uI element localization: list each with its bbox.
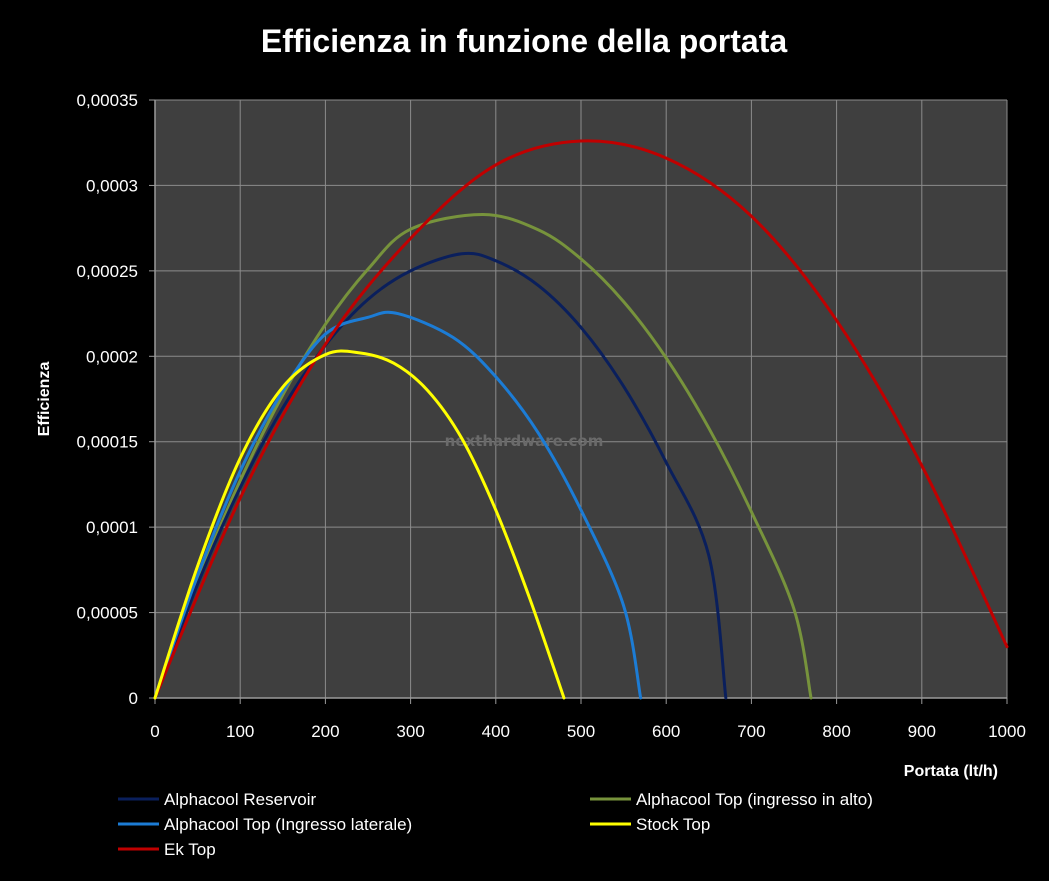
y-tick-label: 0,0003 xyxy=(86,176,138,195)
x-tick-label: 1000 xyxy=(988,722,1026,741)
x-tick-label: 700 xyxy=(737,722,765,741)
y-tick-label: 0,00035 xyxy=(77,91,138,110)
chart-title: Efficienza in funzione della portata xyxy=(261,23,787,59)
x-tick-label: 400 xyxy=(482,722,510,741)
x-tick-labels: 0 100 200 300 400 500 600 700 800 900 1000 xyxy=(150,722,1026,741)
grid-lines xyxy=(155,99,1008,698)
x-tick-label: 100 xyxy=(226,722,254,741)
axes xyxy=(149,99,1008,704)
y-tick-label: 0,0002 xyxy=(86,347,138,366)
watermark: nexthardware.com xyxy=(445,432,604,450)
legend-label-alphacool-reservoir: Alphacool Reservoir xyxy=(164,790,316,809)
series-line-alphacool-top-ingresso-in-alto xyxy=(153,212,813,700)
x-tick-label: 0 xyxy=(150,722,159,741)
y-tick-label: 0,00015 xyxy=(77,433,138,452)
series-line-stock-top xyxy=(153,349,566,700)
x-tick-label: 900 xyxy=(908,722,936,741)
y-tick-label: 0,0001 xyxy=(86,518,138,537)
x-axis-title: Portata (lt/h) xyxy=(904,763,998,780)
x-tick-label: 200 xyxy=(311,722,339,741)
x-tick-label: 500 xyxy=(567,722,595,741)
x-tick-label: 800 xyxy=(822,722,850,741)
y-tick-label: 0,00025 xyxy=(77,262,138,281)
series-lines xyxy=(153,139,1009,700)
x-tick-label: 600 xyxy=(652,722,680,741)
x-tick-label: 300 xyxy=(396,722,424,741)
series-line-alphacool-reservoir xyxy=(153,251,728,700)
legend-label-alphacool-top-ingresso-in-alto: Alphacool Top (ingresso in alto) xyxy=(636,790,873,809)
y-tick-label: 0 xyxy=(129,689,138,708)
legend-label-ek-top: Ek Top xyxy=(164,840,216,859)
y-tick-label: 0,00005 xyxy=(77,604,138,623)
legend-label-alphacool-top-ingresso-laterale: Alphacool Top (Ingresso laterale) xyxy=(164,815,412,834)
series-line-alphacool-top-ingresso-laterale xyxy=(153,310,643,700)
series-line-ek-top xyxy=(153,139,1009,700)
y-axis-title: Efficienza xyxy=(36,362,53,437)
legend: Alphacool Reservoir Alphacool Top (ingres… xyxy=(118,790,873,859)
legend-label-stock-top: Stock Top xyxy=(636,815,710,834)
y-tick-labels: 0 0,00005 0,0001 0,00015 0,0002 0,00025 0,0003… xyxy=(77,91,138,708)
